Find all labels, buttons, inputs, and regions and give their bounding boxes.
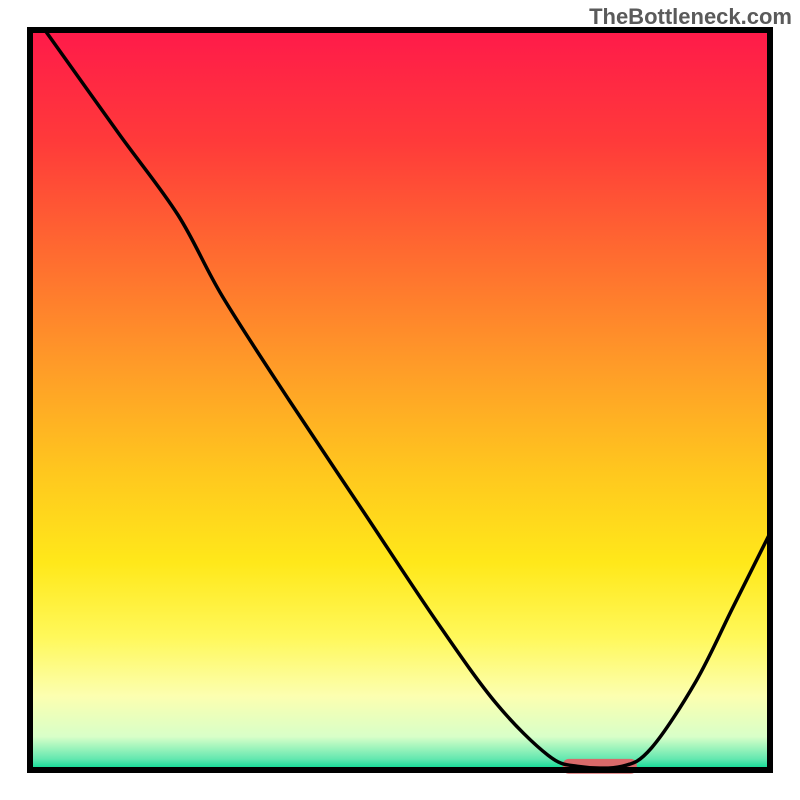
plot-background xyxy=(30,30,770,770)
chart-container: TheBottleneck.com xyxy=(0,0,800,800)
watermark-text: TheBottleneck.com xyxy=(589,4,792,30)
bottleneck-chart xyxy=(0,0,800,800)
